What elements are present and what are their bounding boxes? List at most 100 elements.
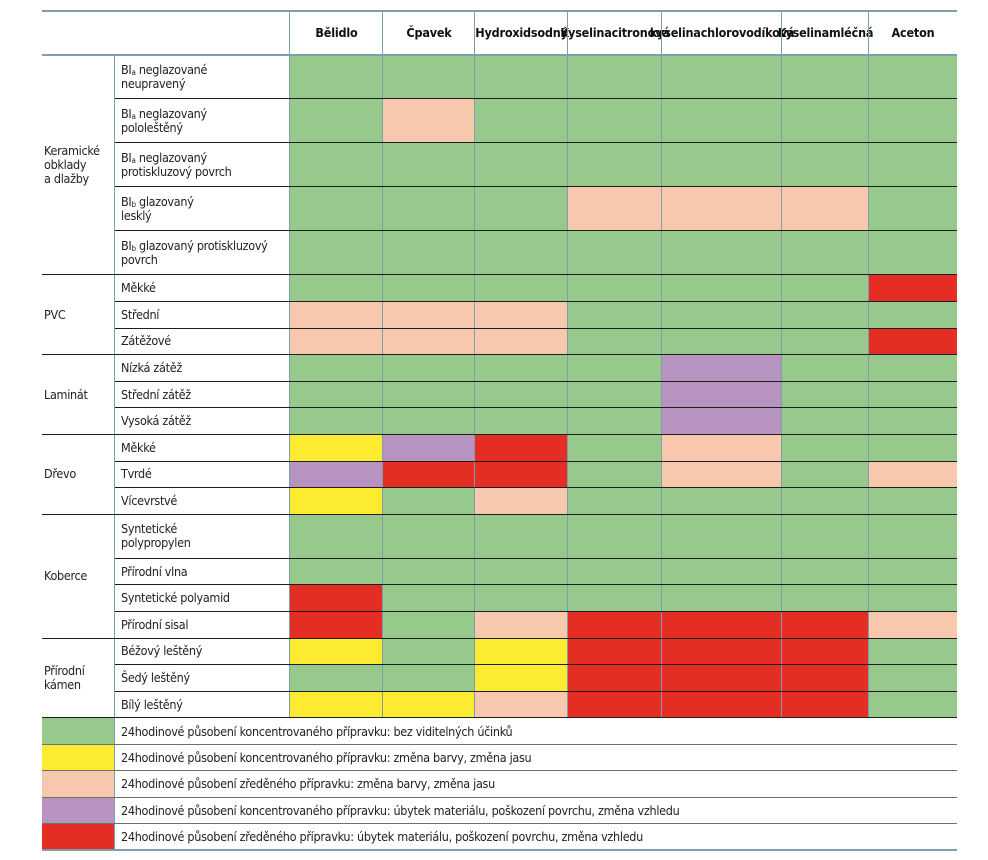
heatmap-cell <box>869 487 957 515</box>
legend-top-border <box>42 717 957 719</box>
heatmap-cell <box>869 434 957 462</box>
legend-label: 24hodinové působení zředěného přípravku:… <box>115 824 957 850</box>
heatmap-cell <box>662 461 782 488</box>
heatmap-cell <box>782 434 869 462</box>
row-label-line: lesklý <box>121 209 194 223</box>
row-label-line: Bílý leštěný <box>121 697 183 712</box>
heatmap-cell <box>475 231 568 275</box>
row-label-line: neupravený <box>121 77 207 91</box>
legend-divider <box>114 718 116 850</box>
row-label-line: Zátěžové <box>121 334 171 348</box>
heatmap-cell <box>869 558 957 585</box>
group-label-line: kámen <box>44 677 81 693</box>
heatmap-cell <box>782 275 869 302</box>
row-label-text: Syntetické polypropylen <box>121 522 191 550</box>
heatmap-cell <box>568 275 662 302</box>
row-label-text: Vícevrstvé <box>121 493 178 509</box>
row-label: Vícevrstvé <box>115 488 290 515</box>
heatmap-cell <box>475 275 568 302</box>
heatmap-cell <box>869 408 957 435</box>
heatmap-cell <box>383 664 475 692</box>
row-label-line: BIa neglazované <box>121 63 207 77</box>
heatmap-cell <box>782 487 869 515</box>
heatmap-cell <box>662 231 782 275</box>
row-label-line: Střední <box>121 307 159 322</box>
column-header-line: chlorovodíková <box>700 25 795 40</box>
heatmap-cell <box>568 487 662 515</box>
heatmap-cell <box>782 408 869 435</box>
column-divider <box>868 11 870 718</box>
heatmap-cell <box>869 301 957 329</box>
row-label-subscript: b <box>131 200 136 209</box>
column-header-line: Bělidlo <box>315 25 358 40</box>
row-label-text: Syntetické polyamid <box>121 591 230 605</box>
row-label: Přírodní sisal <box>115 612 290 639</box>
group-label-line: obklady <box>44 157 87 172</box>
row-label-line: Syntetické <box>121 522 191 536</box>
row-label-text: Bílý leštěný <box>121 697 183 712</box>
group-label-line: Laminát <box>44 386 88 402</box>
heatmap-cell <box>383 187 475 231</box>
heatmap-cell <box>290 611 383 639</box>
row-label-line: Střední zátěž <box>121 387 191 402</box>
heatmap-cell <box>869 55 957 99</box>
row-divider <box>115 611 957 613</box>
legend-divider <box>42 743 957 745</box>
legend-label-text: 24hodinové působení zředěného přípravku:… <box>121 776 495 792</box>
heatmap-cell <box>290 638 383 665</box>
row-divider <box>115 407 957 409</box>
row-label-text: Béžový leštěný <box>121 644 202 658</box>
column-header: Bělidlo <box>290 11 383 55</box>
heatmap-cell <box>782 664 869 692</box>
heatmap-cell <box>475 328 568 355</box>
heatmap-cell <box>383 558 475 585</box>
column-header: Čpavek <box>383 11 475 55</box>
row-label: BIa neglazované neupravený <box>115 55 290 99</box>
column-header-line: Kyselina <box>560 25 612 40</box>
legend-label-text: 24hodinové působení zředěného přípravku:… <box>121 829 643 845</box>
heatmap-cell <box>782 143 869 187</box>
row-label-line: Přírodní sisal <box>121 616 189 632</box>
row-label: Střední <box>115 302 290 329</box>
group-label: Koberce <box>42 514 115 638</box>
heatmap-cell <box>568 328 662 355</box>
row-label-line: Nízká zátěž <box>121 361 182 375</box>
row-label-text: Zátěžové <box>121 333 171 349</box>
heatmap-cell <box>869 514 957 559</box>
row-label-line: Vysoká zátěž <box>121 414 191 428</box>
heatmap-cell <box>290 461 383 488</box>
group-label-text: PVC <box>44 307 66 322</box>
heatmap-cell <box>568 691 662 718</box>
column-header-line: Kyselina <box>777 25 830 40</box>
group-divider <box>42 434 957 435</box>
heatmap-cell <box>290 99 383 143</box>
heatmap-cell <box>782 187 869 231</box>
heatmap-cell <box>475 611 568 639</box>
heatmap-cell <box>869 231 957 275</box>
heatmap-cell <box>869 691 957 718</box>
legend-label: 24hodinové působení koncentrovaného příp… <box>115 797 957 823</box>
heatmap-cell <box>290 514 383 559</box>
column-header: Hydroxid sodný <box>475 11 568 55</box>
row-label-text: pololeštěný <box>121 120 183 135</box>
heatmap-cell <box>568 99 662 143</box>
heatmap-cell <box>568 231 662 275</box>
row-label-text: Tvrdé <box>121 467 152 481</box>
heatmap-cell <box>869 638 957 665</box>
row-label-line: protiskluzový povrch <box>121 165 232 179</box>
heatmap-cell <box>383 487 475 515</box>
heatmap-cell <box>662 585 782 612</box>
heatmap-cell <box>782 99 869 143</box>
heatmap-cell <box>475 143 568 187</box>
row-label-line: BIa neglazovaný <box>121 107 207 121</box>
row-label-text: Přírodní sisal <box>121 616 189 632</box>
heatmap-cell <box>869 664 957 692</box>
heatmap-cell <box>869 328 957 355</box>
heatmap-cell <box>568 585 662 612</box>
row-label-text: BI <box>121 238 132 253</box>
row-label-text: Syntetické <box>121 521 177 537</box>
heatmap-cell <box>475 354 568 382</box>
heatmap-cell <box>662 691 782 718</box>
row-divider <box>115 98 957 100</box>
heatmap-cell <box>662 487 782 515</box>
